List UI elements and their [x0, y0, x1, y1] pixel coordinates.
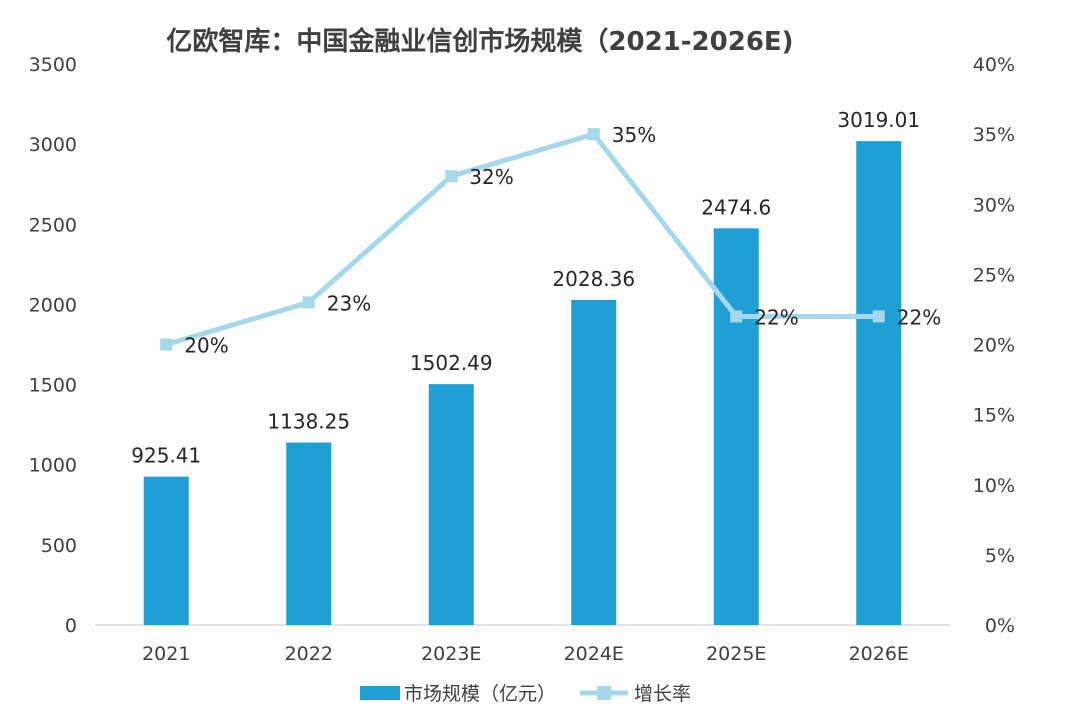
x-axis: 2021 2022 2023E 2024E 2025E 2026E: [142, 643, 909, 665]
growth-line: [165, 131, 879, 347]
legend-bar-swatch: [360, 686, 400, 700]
x-tick-label: 2022: [285, 643, 333, 665]
left-tick-label: 3500: [29, 54, 77, 76]
right-tick-label: 25%: [973, 264, 1015, 286]
growth-marker: [160, 338, 173, 351]
legend: 市场规模（亿元） 增长率: [360, 683, 691, 705]
left-tick-label: 2000: [29, 294, 77, 316]
bar: [713, 228, 759, 625]
bar: [571, 299, 617, 625]
x-tick-label: 2025E: [706, 643, 766, 665]
bar-series: 925.41 1138.25 1502.49 2028.36 2474.6 3019.01: [131, 108, 920, 625]
bar-value-label: 1502.49: [410, 351, 493, 375]
x-tick-label: 2026E: [849, 643, 909, 665]
bar-value-label: 3019.01: [837, 108, 920, 132]
growth-value-label: 35%: [612, 123, 656, 147]
left-tick-label: 1500: [29, 375, 77, 397]
growth-marker: [445, 170, 458, 183]
bar-value-label: 1138.25: [267, 410, 350, 434]
growth-marker: [872, 310, 885, 323]
left-tick-label: 1000: [29, 455, 77, 477]
x-tick-label: 2021: [142, 643, 190, 665]
left-tick-label: 3000: [29, 134, 77, 156]
left-axis: 0 500 1000 1500 2000 2500 3000 3500: [29, 54, 77, 637]
bar: [286, 442, 332, 625]
growth-value-label: 23%: [327, 291, 371, 315]
line-series: 20% 23% 32% 35% 22% 22%: [160, 123, 941, 358]
growth-value-label: 32%: [469, 165, 513, 189]
x-tick-label: 2024E: [564, 643, 624, 665]
right-tick-label: 30%: [973, 194, 1015, 216]
growth-marker: [730, 310, 743, 323]
growth-value-label: 22%: [897, 305, 941, 329]
bar-value-label: 2474.6: [701, 195, 771, 219]
bar: [428, 384, 474, 625]
bar-value-label: 2028.36: [552, 267, 635, 291]
left-tick-label: 500: [41, 535, 77, 557]
growth-value-label: 20%: [184, 334, 228, 358]
chart-title: 亿欧智库：中国金融业信创市场规模（2021-2026E): [166, 26, 793, 57]
legend-line-label: 增长率: [634, 683, 691, 705]
legend-line-marker: [597, 686, 611, 700]
right-tick-label: 35%: [973, 124, 1015, 146]
right-axis: 0% 5% 10% 15% 20% 25% 30% 35% 40%: [973, 54, 1015, 637]
growth-marker: [302, 296, 315, 309]
bar: [856, 141, 902, 625]
right-tick-label: 0%: [985, 615, 1015, 637]
right-tick-label: 40%: [973, 54, 1015, 76]
bar: [143, 476, 189, 625]
x-tick-label: 2023E: [421, 643, 481, 665]
growth-marker: [587, 128, 600, 141]
right-tick-label: 20%: [973, 335, 1015, 357]
right-tick-label: 15%: [973, 405, 1015, 427]
left-tick-label: 0: [65, 615, 77, 637]
left-tick-label: 2500: [29, 214, 77, 236]
right-tick-label: 5%: [985, 545, 1015, 567]
right-tick-label: 10%: [973, 475, 1015, 497]
growth-value-label: 22%: [754, 305, 798, 329]
bar-value-label: 925.41: [131, 444, 201, 468]
legend-bar-label: 市场规模（亿元）: [404, 683, 556, 705]
